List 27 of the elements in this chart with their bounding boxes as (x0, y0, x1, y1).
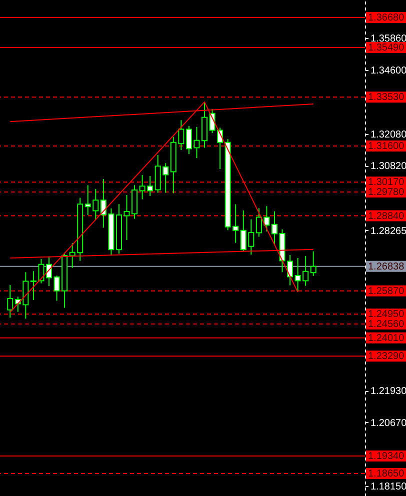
y-tick-label: 1.21930 (370, 386, 406, 398)
ref-line-label: 1.18650 (368, 468, 405, 480)
ref-line-label: 1.24010 (368, 332, 405, 344)
ref-line-label: 1.24950 (368, 309, 405, 320)
y-tick-label: 1.35860 (370, 34, 406, 45)
ref-line-label: 1.35490 (368, 42, 405, 54)
y-tick-label: 1.28265 (370, 226, 406, 237)
y-tick-label: 1.34600 (370, 66, 406, 77)
y-tick-label: 1.30820 (370, 161, 406, 172)
ref-line-label: 1.19340 (368, 451, 405, 462)
y-tick-label: 1.32080 (370, 129, 406, 140)
candlestick (202, 102, 208, 148)
ref-line-label: 1.29780 (368, 186, 405, 198)
ref-line-label: 1.26838 (368, 261, 405, 272)
candlestick (7, 284, 14, 318)
ref-line-label: 1.33530 (368, 92, 405, 104)
ref-line-label: 1.25870 (368, 286, 405, 297)
y-tick-label: 1.20670 (370, 418, 406, 429)
ref-line-label: 1.28840 (368, 210, 405, 222)
ref-line-label: 1.24560 (368, 319, 405, 330)
y-tick-label: 1.18150 (370, 482, 406, 493)
candlestick (271, 210, 278, 245)
candlestick (310, 250, 316, 276)
ref-line-label: 1.23290 (368, 351, 405, 362)
ref-line-label: 1.36680 (368, 12, 405, 24)
ref-line-label: 1.31600 (368, 140, 405, 152)
ref-line-label: 1.30170 (368, 177, 405, 188)
